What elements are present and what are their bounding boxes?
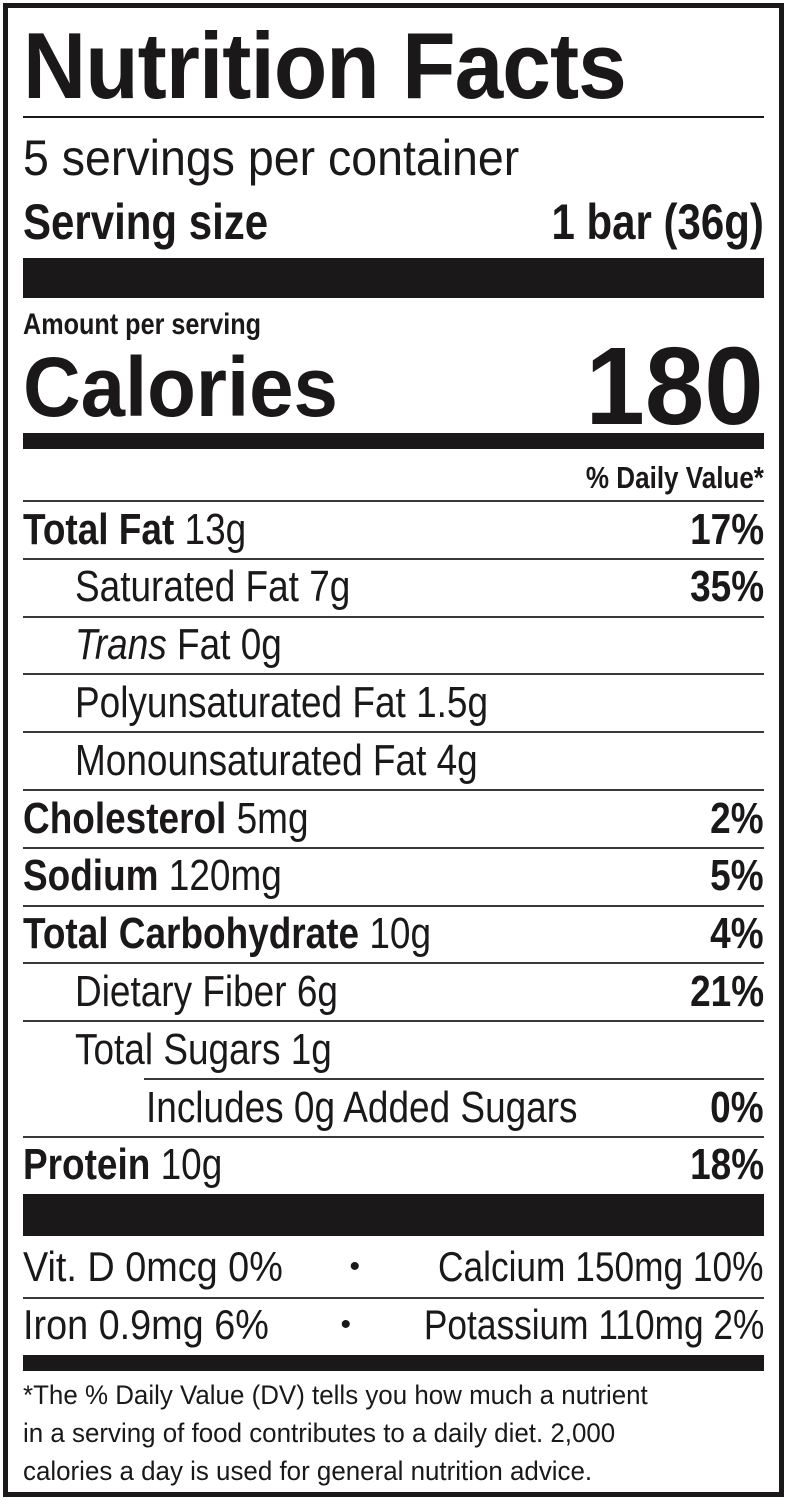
nutrient-label: Monounsaturated Fat 4g (75, 736, 478, 786)
nutrient-label: Saturated Fat 7g (75, 562, 350, 612)
nutrient-label: Total Carbohydrate 10g (23, 909, 431, 959)
nutrient-name-suffix: Fat (177, 620, 231, 670)
vitamin-left: Iron 0.9mg 6% (23, 1301, 269, 1348)
divider (23, 116, 764, 118)
bullet: • (340, 1308, 352, 1341)
vitamin-right: Calcium 150mg 10% (438, 1243, 764, 1290)
nutrient-label: Cholesterol 5mg (23, 794, 308, 844)
nutrient-row: Dietary Fiber 6g 21% (23, 962, 764, 1019)
nutrient-row: Includes 0g Added Sugars 0% (144, 1078, 764, 1135)
daily-value-percent: 17% (690, 504, 764, 554)
vitamin-row: Iron 0.9mg 6% • Potassium 110mg 2% (23, 1297, 764, 1351)
nutrition-facts-label: Nutrition Facts 5 servings per container… (3, 3, 784, 1497)
nutrient-label: Includes 0g Added Sugars (146, 1083, 578, 1133)
label-title: Nutrition Facts (23, 13, 627, 118)
nutrient-amount: 10g (160, 1140, 223, 1190)
nutrient-amount: 4g (436, 735, 478, 785)
nutrient-amount: 10g (369, 909, 432, 959)
vitamin-left: Vit. D 0mcg 0% (23, 1243, 283, 1290)
nutrient-row: Polyunsaturated Fat 1.5g (23, 673, 764, 730)
nutrient-name: Trans (75, 620, 167, 670)
daily-value-header: % Daily Value* (585, 460, 764, 495)
daily-value-percent: 5% (710, 851, 764, 901)
bullet: • (349, 1250, 360, 1283)
nutrient-name: Total Fat (23, 504, 175, 554)
nutrient-amount: 6g (296, 966, 338, 1016)
servings-per-container: 5 servings per container (23, 130, 520, 186)
nutrient-row: Saturated Fat 7g 35% (23, 557, 764, 615)
footnote: *The % Daily Value (DV) tells you how mu… (23, 1380, 648, 1486)
nutrient-name: Cholesterol (23, 793, 227, 843)
daily-value-percent: 4% (710, 909, 764, 959)
nutrient-name: Includes 0g Added Sugars (146, 1082, 578, 1132)
nutrient-amount: 13g (184, 504, 247, 554)
nutrient-name: Saturated Fat (75, 562, 299, 612)
nutrient-row: Sodium 120mg 5% (23, 846, 764, 904)
nutrient-row: Total Sugars 1g (23, 1020, 764, 1077)
daily-value-percent: 0% (710, 1082, 764, 1132)
thick-divider (23, 1194, 764, 1236)
nutrient-label: Trans Fat 0g (75, 620, 282, 670)
nutrient-amount: 120mg (168, 851, 282, 901)
nutrient-amount: 5mg (236, 793, 309, 843)
nutrient-label: Dietary Fiber 6g (75, 967, 338, 1017)
thick-divider (23, 258, 764, 298)
nutrient-name: Protein (23, 1140, 151, 1190)
nutrient-name: Total Sugars (75, 1024, 281, 1074)
nutrient-label: Total Sugars 1g (75, 1025, 332, 1075)
nutrient-name: Monounsaturated Fat (75, 735, 427, 785)
serving-size: Serving size 1 bar (36g) (23, 194, 764, 250)
daily-value-percent: 21% (690, 966, 764, 1016)
nutrient-row: Monounsaturated Fat 4g (23, 731, 764, 788)
nutrient-amount: 7g (309, 562, 351, 612)
nutrient-amount: 1g (290, 1024, 332, 1074)
nutrient-label: Total Fat 13g (23, 505, 246, 555)
medium-divider (23, 1355, 764, 1371)
vitamin-row: Vit. D 0mcg 0% • Calcium 150mg 10% (23, 1240, 764, 1294)
nutrient-row: Total Carbohydrate 10g 4% (23, 904, 764, 962)
calories-row: Calories 180 (23, 325, 764, 448)
daily-value-percent: 18% (690, 1140, 764, 1190)
daily-value-percent: 2% (710, 793, 764, 843)
nutrient-label: Protein 10g (23, 1140, 222, 1190)
nutrient-amount: 0g (240, 620, 282, 670)
daily-value-percent: 35% (690, 562, 764, 612)
nutrient-name: Sodium (23, 851, 159, 901)
nutrient-row: Protein 10g 18% (23, 1135, 764, 1193)
medium-divider (23, 433, 764, 449)
vitamin-right: Potassium 110mg 2% (423, 1301, 764, 1348)
nutrient-name: Dietary Fiber (75, 966, 287, 1016)
amount-per-serving: Amount per serving (23, 308, 262, 341)
nutrient-name: Polyunsaturated Fat (75, 677, 406, 727)
nutrient-label: Sodium 120mg (23, 851, 282, 901)
nutrient-row: Total Fat 13g 17% (23, 500, 764, 557)
nutrient-row: Trans Fat 0g (23, 615, 764, 673)
nutrient-label: Polyunsaturated Fat 1.5g (75, 678, 488, 728)
nutrient-row: Cholesterol 5mg 2% (23, 789, 764, 846)
nutrient-amount: 1.5g (416, 677, 489, 727)
nutrient-name: Total Carbohydrate (23, 909, 360, 959)
